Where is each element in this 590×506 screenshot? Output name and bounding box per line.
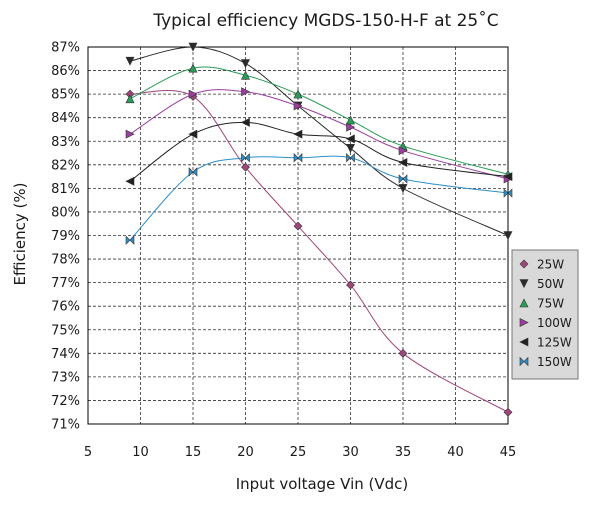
data-point-25w — [241, 162, 250, 172]
data-point-125w — [125, 176, 135, 186]
x-tick-label: 25 — [290, 445, 307, 460]
legend: 25W 50W 75W 100W 125W 150W — [511, 249, 579, 380]
data-point-50w — [125, 56, 135, 66]
x-tick-label: 15 — [185, 445, 202, 460]
data-point-125w — [398, 157, 408, 167]
data-point-50w — [346, 144, 355, 153]
y-tick-label: 72% — [51, 394, 80, 409]
y-axis-label: Efficiency (%) — [11, 183, 29, 286]
y-tick-label: 77% — [51, 276, 80, 291]
series-group — [125, 42, 513, 417]
data-point-125w — [345, 134, 355, 144]
y-tick-label: 78% — [51, 253, 80, 268]
data-point-150w — [398, 174, 408, 184]
series-line-100w — [129, 89, 509, 180]
data-point-100w — [293, 101, 303, 111]
y-tick-label: 85% — [51, 88, 80, 103]
x-axis-ticks: 5 10 15 20 25 30 35 40 45 — [84, 445, 516, 460]
y-tick-label: 80% — [51, 205, 80, 220]
data-point-50w — [241, 59, 250, 69]
y-tick-label: 76% — [51, 300, 80, 315]
data-point-100w — [398, 146, 408, 156]
legend-marker-100w — [519, 318, 529, 327]
series-line-125w — [129, 121, 509, 182]
legend-marker-50w — [519, 279, 529, 289]
x-tick-label: 35 — [395, 445, 412, 460]
data-point-150w — [241, 153, 250, 163]
data-point-25w — [503, 407, 513, 417]
legend-marker-150w — [519, 356, 529, 367]
data-point-75w — [293, 89, 303, 99]
data-point-25w — [398, 348, 408, 358]
legend-box — [511, 249, 579, 380]
y-tick-label: 71% — [51, 418, 80, 433]
data-point-50w — [398, 184, 408, 194]
series-75w — [125, 63, 513, 179]
data-point-150w — [346, 153, 355, 163]
chart-title: Typical efficiency MGDS-150-H-F at 25˚C — [152, 10, 498, 31]
series-line-150w — [129, 155, 509, 241]
series-125w — [125, 117, 513, 186]
x-tick-label: 45 — [500, 445, 517, 460]
y-tick-label: 73% — [51, 370, 80, 385]
y-axis-ticks: 71% 72% 73% 74% 75% 76% 77% 78% 79% 80% 81% 82% 83% 8… — [51, 41, 80, 433]
y-tick-label: 82% — [51, 158, 80, 173]
y-tick-label: 83% — [51, 135, 80, 150]
x-tick-label: 10 — [132, 445, 149, 460]
data-point-150w — [503, 188, 513, 198]
data-point-150w — [293, 153, 303, 163]
series-line-25w — [129, 90, 509, 413]
legend-label-150w: 150W — [537, 355, 572, 369]
legend-label-50w: 50W — [537, 277, 564, 291]
series-150w — [125, 153, 513, 245]
y-tick-label: 79% — [51, 229, 80, 244]
data-point-75w — [346, 115, 355, 125]
legend-label-100w: 100W — [537, 316, 572, 330]
legend-label-125w: 125W — [537, 336, 572, 350]
data-point-75w — [241, 70, 250, 80]
data-point-100w — [346, 122, 356, 132]
y-tick-label: 86% — [51, 64, 80, 79]
legend-marker-75w — [519, 298, 529, 308]
x-tick-label: 20 — [237, 445, 254, 460]
legend-label-25w: 25W — [537, 258, 564, 272]
data-point-50w — [503, 231, 513, 241]
data-point-150w — [125, 235, 135, 245]
y-tick-label: 81% — [51, 182, 80, 197]
data-point-100w — [241, 87, 251, 97]
y-tick-label: 74% — [51, 347, 80, 362]
data-point-150w — [188, 167, 198, 177]
y-tick-label: 87% — [51, 41, 80, 56]
series-line-75w — [129, 66, 509, 175]
y-tick-label: 75% — [51, 323, 80, 338]
x-tick-label: 5 — [84, 445, 92, 460]
y-tick-label: 84% — [51, 111, 80, 126]
data-point-125w — [293, 129, 303, 139]
series-25w — [125, 89, 513, 417]
data-point-75w — [125, 94, 135, 104]
data-point-75w — [188, 63, 198, 73]
legend-marker-25w — [519, 259, 529, 269]
data-point-125w — [240, 117, 250, 127]
data-point-125w — [188, 129, 198, 139]
x-tick-label: 30 — [342, 445, 359, 460]
x-tick-label: 40 — [447, 445, 464, 460]
data-point-25w — [346, 280, 355, 290]
data-point-125w — [503, 172, 513, 182]
data-point-100w — [188, 89, 198, 99]
data-point-100w — [125, 129, 135, 139]
data-point-50w — [188, 42, 198, 52]
x-axis-label: Input voltage Vin (Vdc) — [236, 475, 409, 493]
legend-marker-125w — [519, 337, 529, 347]
legend-label-75w: 75W — [537, 297, 564, 311]
data-point-25w — [293, 221, 303, 231]
